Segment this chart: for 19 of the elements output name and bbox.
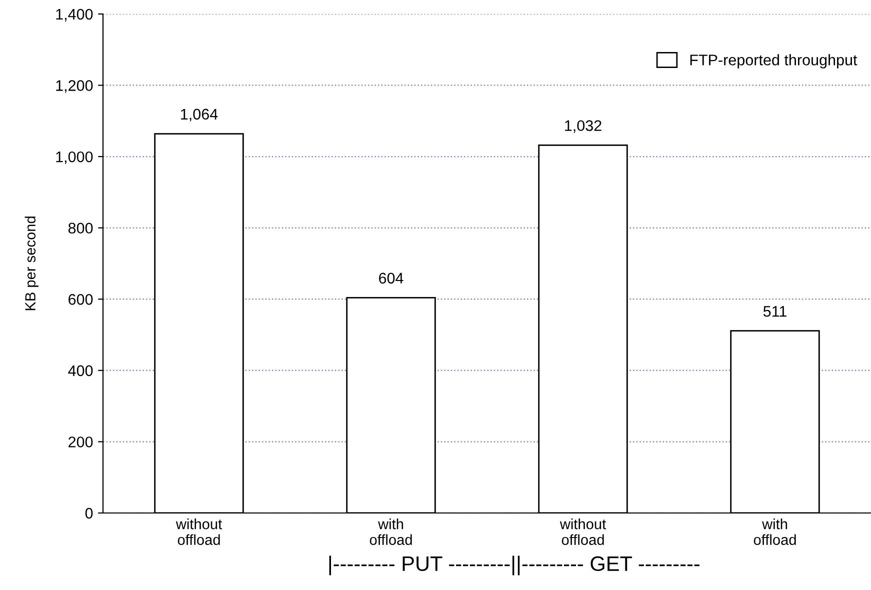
data-label: 1,032 <box>565 120 602 133</box>
legend-label: FTP-reported throughput <box>690 54 858 68</box>
data-label: 511 <box>763 306 786 317</box>
text: |--------- PUT ---------||--------- GET --------- <box>329 556 700 576</box>
x-tick-label: with offload <box>370 518 412 545</box>
x-tick-label: without offload <box>176 518 222 545</box>
x-tick-label: with offload <box>754 518 796 545</box>
y-tick-label: 600 <box>68 294 93 305</box>
y-tick-label: 200 <box>68 436 93 448</box>
y-tick-label: 0 <box>85 508 93 519</box>
y-tick-label: 800 <box>68 222 93 234</box>
y-tick-label: 1,400 <box>56 8 93 22</box>
y-tick-label: 400 <box>68 365 93 376</box>
y-tick-label: 1,000 <box>56 151 93 164</box>
data-label: 604 <box>379 272 404 284</box>
y-axis-title: KB per second <box>24 216 38 310</box>
x-tick-label: without offload <box>560 518 606 545</box>
y-tick-label: 1,200 <box>56 80 93 93</box>
data-label: 1,064 <box>181 108 218 122</box>
